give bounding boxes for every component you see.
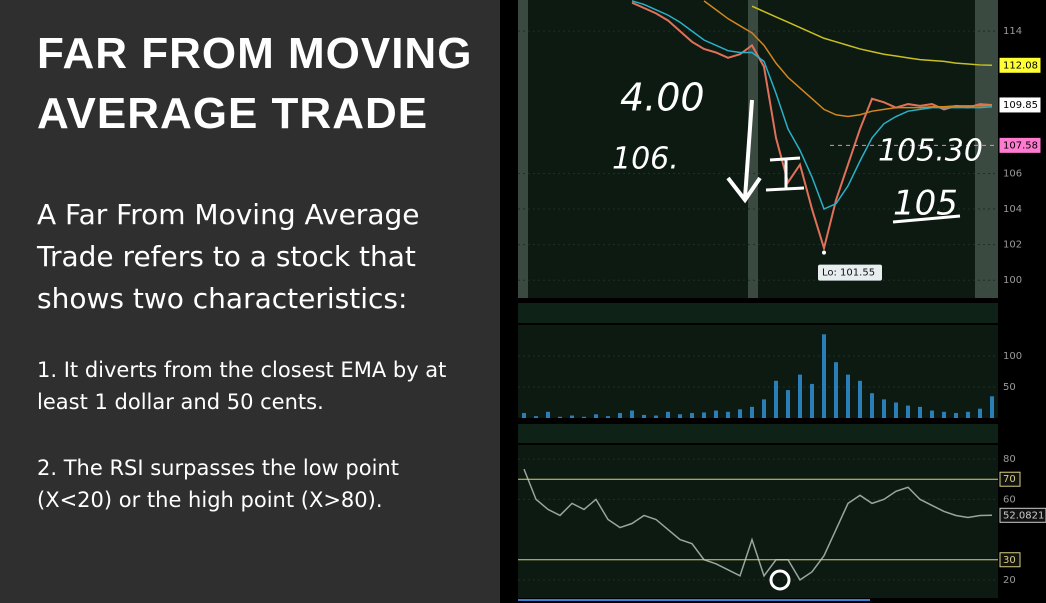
volume-bar xyxy=(606,416,610,418)
volume-bar xyxy=(702,412,706,418)
volume-bar xyxy=(666,411,670,418)
slide-title: FAR FROM MOVING AVERAGE TRADE xyxy=(37,29,473,138)
panel-header xyxy=(518,424,998,443)
mark xyxy=(765,156,805,192)
value-box-label: 30 xyxy=(1003,555,1016,566)
text-panel: FAR FROM MOVING AVERAGE TRADE A Far From… xyxy=(0,0,500,603)
series-line xyxy=(523,468,993,581)
value-box-label: 109.85 xyxy=(1003,100,1038,111)
volume-bar xyxy=(882,399,886,418)
volume-bar xyxy=(690,413,694,418)
value-box xyxy=(999,137,1041,153)
low-label: Lo: 101.55 xyxy=(822,268,875,279)
volume-bar xyxy=(798,374,802,418)
volume-bar xyxy=(858,380,862,418)
trading-chart: 100 102 104 106 114 112.08 109.85 107.58 Lo: 101… xyxy=(500,0,1046,603)
y-tick-label: 102 xyxy=(1003,240,1022,251)
volume-bar xyxy=(582,416,586,418)
value-box xyxy=(999,471,1021,487)
volume-bar xyxy=(738,409,742,418)
volume-bar xyxy=(750,406,754,418)
value-box xyxy=(999,552,1021,568)
y-tick-label: 80 xyxy=(1003,454,1016,465)
volume-bar xyxy=(522,413,526,418)
value-box xyxy=(999,57,1041,73)
intro-text: A Far From Moving Average Trade refers t… xyxy=(37,198,420,315)
volume-bar xyxy=(918,406,922,418)
volume-bar xyxy=(966,411,970,418)
value-box-label: 112.08 xyxy=(1003,60,1038,71)
value-box xyxy=(999,507,1046,523)
session-shade xyxy=(975,0,998,298)
volume-bar xyxy=(930,410,934,418)
volume-bar xyxy=(762,399,766,418)
handwritten-note: 4.00 xyxy=(620,76,705,120)
volume-bar xyxy=(570,415,574,418)
volume-panel xyxy=(518,325,998,418)
low-box xyxy=(818,264,882,281)
y-tick-label: 114 xyxy=(1003,26,1022,37)
handwritten-note: 106. xyxy=(612,142,679,177)
series-line xyxy=(631,0,993,211)
volume-bar xyxy=(822,334,826,418)
volume-bar xyxy=(534,416,538,418)
volume-bar xyxy=(546,411,550,418)
volume-bar xyxy=(714,410,718,418)
series-line xyxy=(703,0,993,118)
volume-bar xyxy=(654,415,658,418)
volume-bar xyxy=(810,383,814,418)
y-tick-label: 20 xyxy=(1003,575,1016,586)
volume-bar xyxy=(978,408,982,418)
circle-mark xyxy=(769,569,791,591)
arrow xyxy=(726,99,762,204)
series-line xyxy=(631,1,993,252)
volume-bar xyxy=(594,414,598,418)
volume-bar xyxy=(630,410,634,418)
y-tick-label: 50 xyxy=(1003,382,1016,393)
volume-bar xyxy=(618,413,622,418)
volume-bar xyxy=(942,411,946,418)
volume-bar xyxy=(870,393,874,418)
value-box-label: 70 xyxy=(1003,474,1016,485)
volume-bar xyxy=(786,390,790,418)
panel-header xyxy=(518,303,998,323)
volume-bar xyxy=(834,362,838,418)
y-tick-label: 100 xyxy=(1003,351,1022,362)
volume-bar xyxy=(678,414,682,418)
series-line xyxy=(751,5,993,67)
rsi-panel xyxy=(518,445,998,598)
session-shade xyxy=(748,0,758,298)
volume-bar xyxy=(726,411,730,418)
volume-bar xyxy=(894,402,898,418)
volume-bar xyxy=(906,405,910,418)
value-box-label: 107.58 xyxy=(1003,140,1038,151)
value-box-label: 52.0821 xyxy=(1003,510,1044,521)
y-tick-label: 104 xyxy=(1003,204,1022,215)
y-tick-label: 60 xyxy=(1003,494,1016,505)
volume-bar xyxy=(558,416,562,418)
point: 1. It diverts from the closest EMA by at… xyxy=(37,358,447,414)
handwritten-note: 105.30 xyxy=(878,134,983,169)
volume-bar xyxy=(954,413,958,418)
volume-bar xyxy=(774,380,778,418)
volume-bar xyxy=(642,414,646,418)
session-shade xyxy=(518,0,528,298)
y-tick-label: 100 xyxy=(1003,275,1022,286)
y-tick-label: 106 xyxy=(1003,168,1022,179)
underline xyxy=(892,214,961,224)
low-marker xyxy=(822,250,826,255)
volume-bar xyxy=(990,396,994,418)
value-box xyxy=(999,97,1041,113)
volume-bar xyxy=(846,374,850,418)
point: 2. The RSI surpasses the low point (X<20… xyxy=(37,456,399,512)
